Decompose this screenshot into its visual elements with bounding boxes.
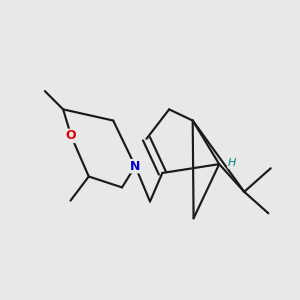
Text: O: O (66, 129, 76, 142)
Text: N: N (130, 160, 140, 173)
Text: H: H (228, 158, 236, 168)
